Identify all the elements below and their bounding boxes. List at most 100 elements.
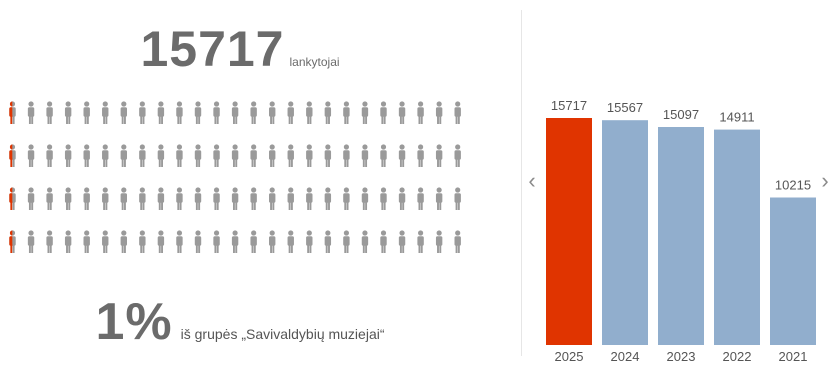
person-icon [324,101,332,124]
person-icon-highlight [9,101,13,124]
value-label-2022: 14911 [719,110,754,125]
person-icon [250,101,257,124]
person-icon [287,101,294,124]
person-icon [398,187,406,210]
person-icon [306,101,313,124]
person-icon [454,187,461,210]
person-icon [398,230,406,253]
person-icon [64,144,72,167]
person-icon [46,187,53,210]
person-icon [157,101,165,124]
person-icon [250,187,257,210]
person-icon [120,101,127,124]
chevron-left-icon[interactable]: ‹ [528,168,536,193]
person-icon [9,187,16,210]
panel-divider [521,10,522,356]
category-label-2024: 2024 [611,349,640,364]
person-icon [120,187,127,210]
person-icon [9,230,16,253]
person-icon [306,230,313,253]
person-icon [361,230,369,253]
person-icon [176,144,183,167]
person-icon [380,230,387,253]
person-icon [343,101,350,124]
person-icon [454,101,461,124]
person-icon [417,187,424,210]
value-label-2025: 15717 [551,98,587,113]
person-icon [9,101,16,124]
total-visitors-label: lankytojai [289,55,340,69]
category-label-2022: 2022 [723,349,752,364]
person-icon [194,101,202,124]
person-icon [380,187,387,210]
person-icon [27,144,35,167]
person-icon [324,144,332,167]
person-icon [269,230,276,253]
bar-2024[interactable] [602,120,648,345]
person-icon [324,230,332,253]
person-icon [398,101,406,124]
person-icon [287,187,294,210]
person-icon [231,230,239,253]
person-icon [417,230,424,253]
person-icon [324,187,332,210]
bar-2022[interactable] [714,129,760,345]
person-icon [454,144,461,167]
person-icon [120,144,127,167]
person-icon [176,187,183,210]
group-share-label: iš grupės „Savivaldybių muziejai“ [180,326,385,342]
category-label-2021: 2021 [779,349,808,364]
person-icon [287,144,294,167]
bar-2023[interactable] [658,127,704,345]
person-icon [435,230,443,253]
person-icon [454,230,461,253]
chevron-right-icon[interactable]: › [821,168,829,193]
person-icon [361,144,369,167]
person-icon [194,230,202,253]
person-icon [343,230,350,253]
person-icon [213,144,220,167]
person-icon [231,144,239,167]
person-icon [139,187,146,210]
person-icon [269,144,276,167]
value-label-2021: 10215 [775,178,811,193]
person-icon [83,230,90,253]
person-icon [435,144,443,167]
group-share-percent: 1% [95,293,173,351]
person-icon [269,101,276,124]
person-icon [231,187,239,210]
person-icon [27,101,35,124]
bar-2025[interactable] [546,118,592,345]
person-icon [157,187,165,210]
value-label-2024: 15567 [607,100,643,115]
total-visitors-number: 15717 [140,21,285,77]
person-icon [194,144,202,167]
person-icon [194,187,202,210]
person-icon [306,187,313,210]
person-icon-highlight [9,187,13,210]
person-icon [102,230,109,253]
person-icon [46,144,53,167]
person-icon [139,230,146,253]
person-icon [343,187,350,210]
person-icon [250,144,257,167]
person-icon [343,144,350,167]
person-icon [64,187,72,210]
people-icon-grid [9,101,461,253]
person-icon [176,230,183,253]
person-icon [231,101,239,124]
person-icon [102,144,109,167]
person-icon [83,187,90,210]
person-icon [417,144,424,167]
value-label-2023: 15097 [663,107,699,122]
person-icon [64,230,72,253]
person-icon [213,101,220,124]
person-icon [435,187,443,210]
person-icon [9,144,16,167]
person-icon [287,230,294,253]
person-icon [269,187,276,210]
bar-2021[interactable] [770,197,816,346]
person-icon [83,144,90,167]
person-icon [102,101,109,124]
person-icon [361,187,369,210]
